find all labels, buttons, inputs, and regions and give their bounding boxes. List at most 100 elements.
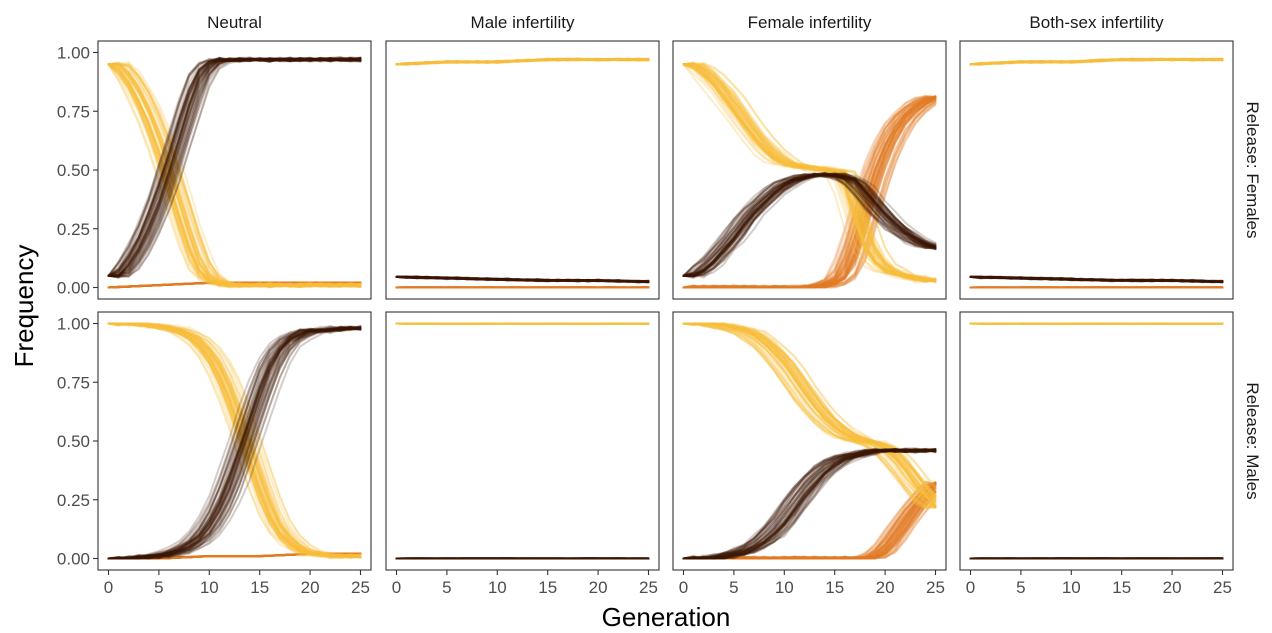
replicate-line: [107, 325, 362, 560]
x-tick-label: 20: [876, 578, 895, 597]
replicate-line: [395, 57, 650, 66]
replicate-line: [107, 56, 362, 277]
replicate-line: [969, 275, 1224, 283]
replicate-line: [107, 322, 362, 559]
replicate-line: [107, 62, 362, 289]
replicate-line: [107, 57, 362, 277]
replicate-line: [107, 62, 362, 288]
replicate-line: [107, 322, 362, 559]
replicate-line: [682, 481, 937, 560]
replicate-line: [969, 275, 1224, 283]
replicate-line: [107, 63, 362, 289]
replicate-line: [682, 485, 937, 560]
replicate-line: [969, 275, 1224, 283]
replicate-line: [395, 58, 650, 66]
replicate-line: [682, 96, 937, 289]
replicate-line: [682, 448, 937, 560]
panel-background: [960, 312, 1233, 570]
replicate-line: [682, 491, 937, 560]
replicate-line: [682, 322, 937, 496]
replicate-line: [107, 56, 362, 277]
replicate-line: [682, 97, 937, 289]
replicate-line: [682, 95, 937, 289]
replicate-line: [969, 275, 1224, 283]
replicate-line: [107, 552, 362, 560]
replicate-line: [682, 483, 937, 560]
x-tick-label: 10: [200, 578, 219, 597]
replicate-line: [682, 448, 937, 560]
replicate-line: [107, 326, 362, 560]
replicate-line: [682, 98, 937, 289]
replicate-line: [107, 552, 362, 560]
replicate-line: [107, 322, 362, 558]
replicate-line: [395, 275, 650, 283]
replicate-line: [107, 552, 362, 560]
column-strip-title: Neutral: [207, 13, 262, 32]
replicate-line: [107, 552, 362, 560]
replicate-line: [682, 482, 937, 560]
series-drive: [969, 275, 1224, 284]
replicate-line: [107, 552, 362, 560]
replicate-line: [682, 96, 937, 289]
replicate-line: [682, 63, 937, 284]
replicate-line: [682, 482, 937, 560]
replicate-line: [969, 58, 1224, 66]
replicate-line: [682, 322, 937, 500]
replicate-line: [107, 322, 362, 559]
replicate-line: [682, 62, 937, 280]
replicate-line: [107, 281, 362, 289]
replicate-line: [682, 481, 937, 560]
replicate-line: [107, 57, 362, 279]
panel-traces: [107, 56, 362, 289]
replicate-line: [682, 322, 937, 508]
replicate-line: [969, 275, 1224, 283]
replicate-line: [107, 326, 362, 560]
replicate-line: [107, 552, 362, 560]
replicate-line: [107, 281, 362, 289]
replicate-line: [969, 275, 1224, 284]
replicate-line: [682, 63, 937, 282]
replicate-line: [107, 63, 362, 288]
panel-border: [959, 40, 1234, 300]
replicate-line: [107, 322, 362, 559]
replicate-line: [969, 57, 1224, 66]
replicate-line: [969, 275, 1224, 283]
replicate-line: [107, 63, 362, 288]
replicate-line: [682, 99, 937, 289]
replicate-line: [107, 281, 362, 289]
replicate-line: [395, 275, 650, 284]
replicate-line: [682, 481, 937, 560]
replicate-line: [107, 57, 362, 277]
panel-traces: [395, 322, 650, 560]
replicate-line: [682, 485, 937, 560]
replicate-line: [395, 275, 650, 283]
replicate-line: [682, 449, 937, 560]
replicate-line: [969, 58, 1224, 66]
replicate-line: [682, 173, 937, 277]
replicate-line: [107, 327, 362, 560]
replicate-line: [969, 275, 1224, 283]
replicate-line: [107, 56, 362, 277]
replicate-line: [107, 327, 362, 560]
replicate-line: [682, 97, 937, 289]
row-strip-title: Release: Males: [1243, 382, 1262, 499]
replicate-line: [969, 275, 1224, 284]
replicate-line: [107, 57, 362, 278]
replicate-line: [969, 57, 1224, 66]
replicate-line: [682, 322, 937, 505]
replicate-line: [682, 63, 937, 282]
replicate-line: [107, 57, 362, 277]
replicate-line: [682, 63, 937, 282]
replicate-line: [107, 552, 362, 560]
replicate-line: [682, 173, 937, 277]
replicate-line: [395, 57, 650, 66]
replicate-line: [395, 275, 650, 283]
replicate-line: [107, 326, 362, 560]
replicate-line: [395, 275, 650, 283]
replicate-line: [682, 447, 937, 560]
y-tick-label: 0.50: [57, 432, 90, 451]
replicate-line: [969, 57, 1224, 66]
replicate-line: [107, 281, 362, 289]
replicate-line: [107, 322, 362, 558]
replicate-line: [682, 494, 937, 560]
